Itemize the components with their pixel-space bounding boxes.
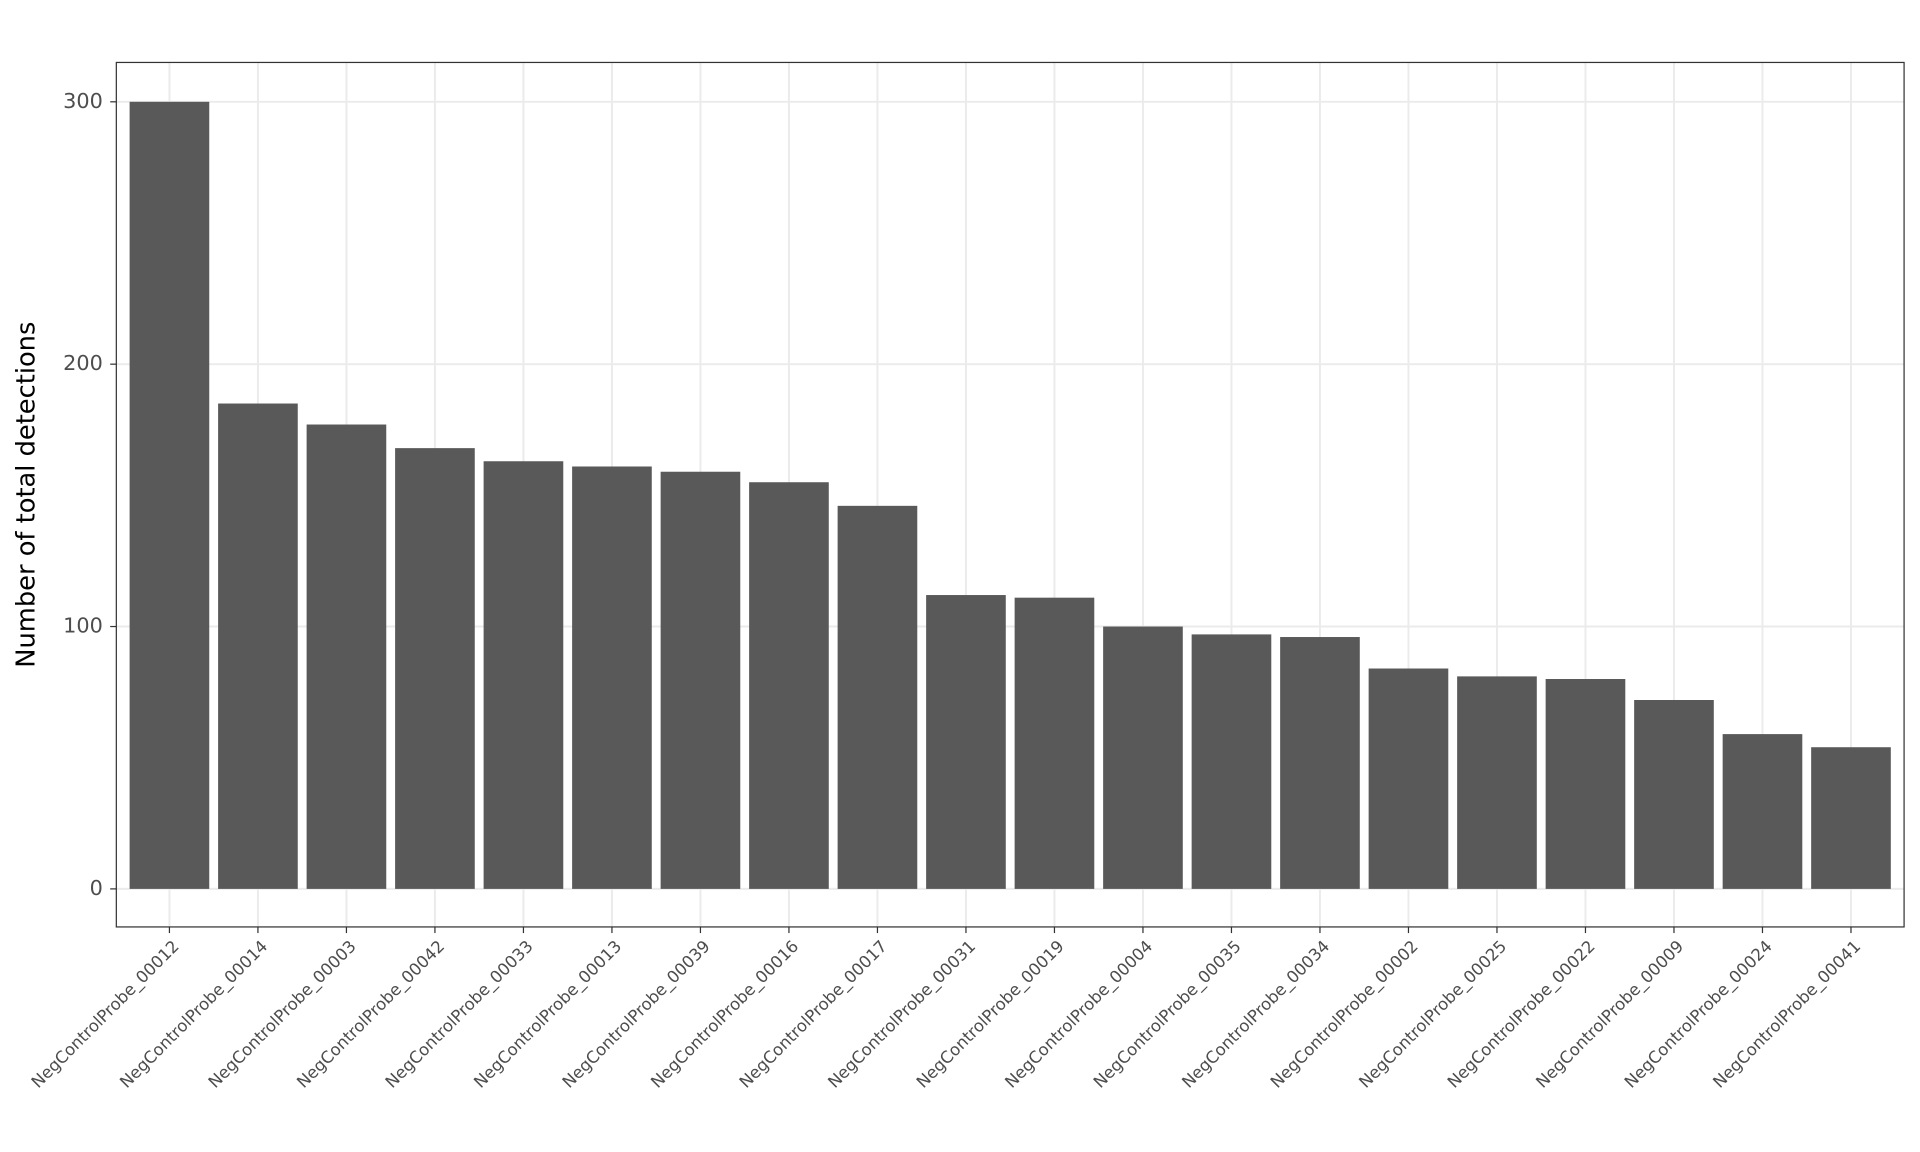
y-tick-label: 0 xyxy=(90,876,103,900)
x-tick-label: NegControlProbe_00034 xyxy=(1178,937,1334,1093)
bar xyxy=(1722,734,1803,889)
x-tick-label: NegControlProbe_00025 xyxy=(1355,937,1511,1093)
bar xyxy=(1634,699,1714,889)
bar xyxy=(1545,679,1626,889)
x-tick-label: NegControlProbe_00031 xyxy=(824,937,980,1093)
x-tick-label: NegControlProbe_00016 xyxy=(647,937,803,1093)
x-tick-label: NegControlProbe_00003 xyxy=(205,937,361,1093)
bar xyxy=(1368,668,1449,889)
x-tick-label: NegControlProbe_00042 xyxy=(293,937,449,1093)
x-tick-label: NegControlProbe_00024 xyxy=(1621,937,1777,1093)
bar xyxy=(483,461,564,889)
bars xyxy=(129,101,1891,889)
bar xyxy=(1457,676,1537,889)
x-tick-label: NegControlProbe_00013 xyxy=(470,937,626,1093)
x-tick-label: NegControlProbe_00041 xyxy=(1709,937,1865,1093)
x-tick-label: NegControlProbe_00017 xyxy=(736,937,892,1093)
y-axis-title: Number of total detections xyxy=(11,322,41,668)
x-tick-label: NegControlProbe_00014 xyxy=(116,937,272,1093)
panel-border xyxy=(115,61,1905,928)
bar xyxy=(395,448,475,889)
x-tick-label: NegControlProbe_00012 xyxy=(28,937,184,1093)
x-tick-label: NegControlProbe_00019 xyxy=(913,937,1069,1093)
y-tick-label: 100 xyxy=(63,614,103,638)
bar xyxy=(306,424,387,889)
bar xyxy=(660,471,741,889)
x-tick-label: NegControlProbe_00039 xyxy=(559,937,715,1093)
bar xyxy=(837,505,918,889)
x-tick-label: NegControlProbe_00002 xyxy=(1267,937,1423,1093)
bar xyxy=(1280,637,1360,889)
bar xyxy=(572,466,652,889)
x-tick-label: NegControlProbe_00004 xyxy=(1001,937,1157,1093)
bar xyxy=(218,403,298,889)
x-tick-label: NegControlProbe_00022 xyxy=(1444,937,1600,1093)
x-tick-label: NegControlProbe_00009 xyxy=(1532,937,1688,1093)
x-tick-label: NegControlProbe_00035 xyxy=(1090,937,1246,1093)
labels: 0100200300NegControlProbe_00012NegContro… xyxy=(28,89,1865,1093)
bar xyxy=(1103,626,1183,889)
bar xyxy=(1191,634,1272,889)
y-tick-label: 300 xyxy=(63,89,103,113)
bar xyxy=(1811,747,1891,889)
bar xyxy=(749,482,829,889)
bar xyxy=(926,595,1006,889)
y-tick-label: 200 xyxy=(63,351,103,375)
bar xyxy=(1014,597,1095,889)
x-tick-label: NegControlProbe_00033 xyxy=(382,937,538,1093)
bar xyxy=(129,101,210,889)
